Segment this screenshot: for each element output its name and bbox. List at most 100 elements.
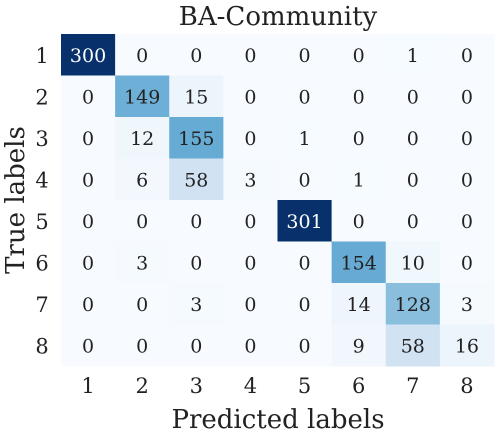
cell-value-label: 0: [461, 128, 473, 150]
cell-value-label: 10: [401, 252, 425, 274]
x-tick-label: 1: [81, 374, 94, 398]
cell-value-label: 0: [136, 294, 148, 316]
heatmap-cell: [223, 158, 278, 201]
heatmap-cell: [61, 283, 116, 325]
heatmap-cell: [115, 283, 170, 325]
heatmap-cell: [169, 34, 224, 76]
chart-title: BA-Community: [179, 2, 378, 32]
heatmap-cell: [439, 324, 495, 367]
heatmap-cell: [169, 158, 224, 201]
x-tick-label: 5: [298, 374, 311, 398]
heatmap-cell: [115, 241, 170, 284]
y-tick-label: 4: [35, 168, 48, 192]
y-tick-labels: 1 2 3 4 5 6 7 8: [35, 44, 48, 359]
cell-value-label: 0: [244, 252, 256, 274]
heatmap-cell: [169, 200, 224, 242]
cell-value-label: 0: [82, 128, 94, 150]
cell-value-label: 0: [407, 211, 419, 233]
cell-value-label: 0: [190, 335, 202, 357]
heatmap-cell: [385, 158, 441, 201]
cell-value-label: 58: [184, 169, 208, 191]
heatmap-cell: [61, 200, 116, 242]
cell-value-label: 0: [299, 294, 311, 316]
heatmap-cell: [277, 241, 333, 284]
cell-value-label: 0: [299, 252, 311, 274]
heatmap-cell: [385, 200, 441, 242]
cell-value-label: 6: [136, 169, 148, 191]
heatmap-cell: [61, 158, 116, 201]
y-tick-label: 7: [35, 293, 48, 317]
cell-value-label: 1: [299, 128, 311, 150]
heatmap-cell: [385, 75, 441, 118]
heatmap-cell: [277, 324, 333, 367]
cell-value-label: 0: [299, 335, 311, 357]
cell-value-label: 0: [353, 45, 365, 67]
cell-value-label: 301: [286, 211, 322, 233]
heatmap-cell: [223, 241, 278, 284]
heatmap-cell: [115, 117, 170, 159]
cell-value-label: 0: [136, 45, 148, 67]
cell-value-label: 12: [130, 128, 154, 150]
cell-value-label: 3: [244, 169, 256, 191]
heatmap-cell: [61, 34, 116, 76]
heatmap-cell: [439, 117, 495, 159]
cell-value-label: 0: [190, 211, 202, 233]
heatmap-cell: [277, 283, 333, 325]
cell-value-label: 0: [353, 211, 365, 233]
cell-value-label: 0: [461, 169, 473, 191]
cell-value-label: 1: [353, 169, 365, 191]
y-tick-label: 8: [35, 334, 48, 358]
cell-value-label: 0: [461, 211, 473, 233]
cell-value-label: 0: [299, 86, 311, 108]
heatmap-cell: [385, 283, 441, 325]
cell-value-label: 3: [190, 294, 202, 316]
cell-value-label: 0: [244, 294, 256, 316]
y-axis-label: True labels: [1, 126, 31, 274]
heatmap-cell: [169, 324, 224, 367]
cell-value-label: 300: [70, 45, 106, 67]
heatmap-cell: [331, 75, 387, 118]
y-tick-label: 2: [35, 85, 48, 109]
heatmap-cell: [439, 200, 495, 242]
heatmap-cell: [115, 158, 170, 201]
cell-value-label: 0: [461, 86, 473, 108]
y-tick-label: 6: [35, 251, 48, 275]
heatmap-cell: [439, 241, 495, 284]
heatmap-cell: [223, 200, 278, 242]
heatmap-cell: [115, 324, 170, 367]
cell-value-label: 0: [244, 45, 256, 67]
heatmap-cell: [439, 158, 495, 201]
cell-value-label: 149: [124, 86, 160, 108]
cell-value-label: 0: [407, 128, 419, 150]
cell-value-label: 0: [82, 169, 94, 191]
cell-value-label: 0: [353, 128, 365, 150]
cell-value-label: 16: [455, 335, 479, 357]
cell-value-label: 0: [82, 86, 94, 108]
heatmap-cell: [385, 117, 441, 159]
x-tick-labels: 1 2 3 4 5 6 7 8: [81, 374, 473, 398]
heatmap-cell: [277, 75, 333, 118]
cell-value-label: 1: [407, 45, 419, 67]
heatmap-cell: [115, 75, 170, 118]
heatmap-cell: [61, 75, 116, 118]
x-tick-label: 7: [406, 374, 419, 398]
x-tick-label: 6: [352, 374, 365, 398]
cell-value-label: 0: [136, 211, 148, 233]
heatmap-cell: [385, 324, 441, 367]
heatmap-cell: [331, 117, 387, 159]
cell-value-label: 0: [82, 335, 94, 357]
heatmap-cell: [385, 241, 441, 284]
x-tick-label: 2: [136, 374, 149, 398]
heatmap-cell: [277, 117, 333, 159]
cell-value-label: 0: [244, 86, 256, 108]
heatmap-cell: [61, 241, 116, 284]
heatmap-cell: [439, 75, 495, 118]
heatmap-cell: [439, 283, 495, 325]
cell-value-label: 0: [82, 252, 94, 274]
cell-value-label: 3: [136, 252, 148, 274]
heatmap-cell: [223, 34, 278, 76]
heatmap-cell: [331, 283, 387, 325]
y-tick-label: 1: [35, 44, 48, 68]
cell-value-label: 0: [299, 45, 311, 67]
heatmap-cell: [439, 34, 495, 76]
